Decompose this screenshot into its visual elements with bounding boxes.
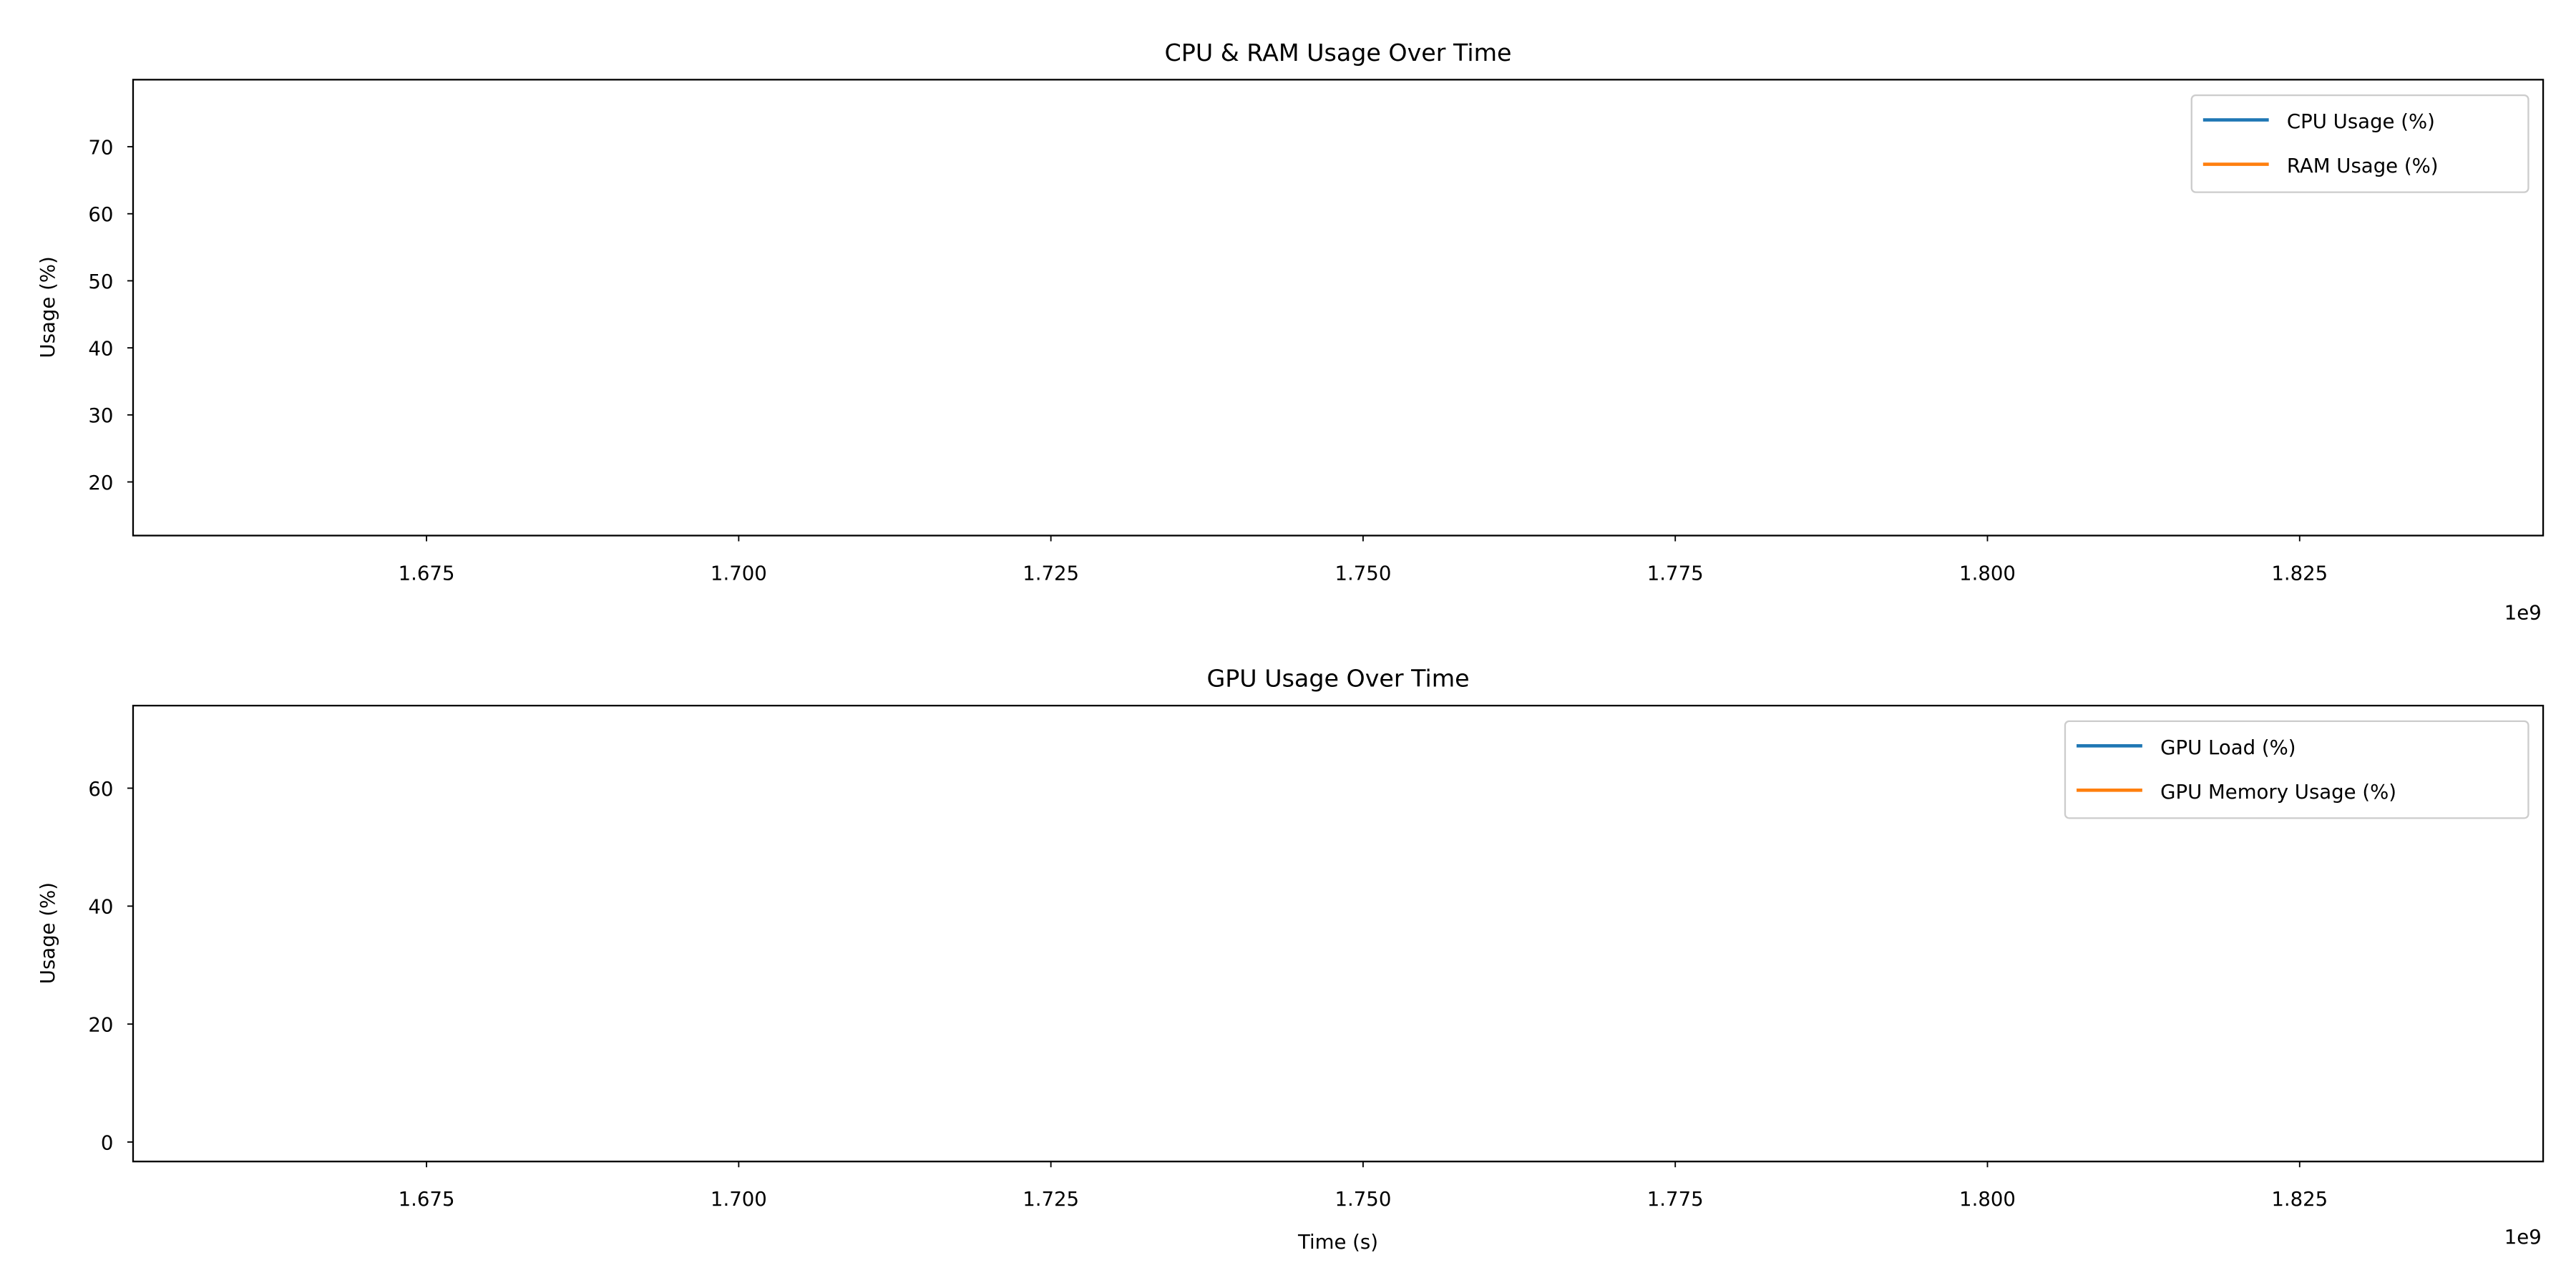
tick-layer: 1.675 1.700 1.725 1.750 1.775 1.800 1.825 20 30 4… — [88, 136, 2328, 585]
x-tick-label: 1.825 — [2271, 562, 2328, 585]
x-tick-label: 1.775 — [1647, 1188, 1704, 1211]
y-axis-label: Usage (%) — [36, 256, 59, 358]
legend-box — [2064, 720, 2529, 819]
x-axis-label: Time (s) — [1297, 1231, 1378, 1254]
x-tick-label: 1.800 — [1959, 1188, 2016, 1211]
y-tick-label: 40 — [88, 337, 113, 360]
x-axis-offset-label: 1e9 — [2504, 602, 2542, 625]
legend-label-gpu-load: GPU Load (%) — [2160, 736, 2296, 759]
y-tick-label: 20 — [88, 472, 113, 494]
y-tick-label: 60 — [88, 203, 113, 226]
x-tick-label: 1.825 — [2271, 1188, 2328, 1211]
subplot-title: CPU & RAM Usage Over Time — [1165, 39, 1512, 67]
x-axis-offset-label: 1e9 — [2504, 1226, 2542, 1249]
plot-frame — [132, 79, 2545, 537]
x-tick-label: 1.700 — [711, 1188, 767, 1211]
x-tick-label: 1.675 — [399, 1188, 455, 1211]
y-tick-label: 20 — [88, 1014, 113, 1037]
x-tick-label: 1.750 — [1335, 1188, 1391, 1211]
y-tick-label: 60 — [88, 778, 113, 801]
x-tick-label: 1.775 — [1647, 562, 1704, 585]
plot-frame — [132, 704, 2545, 1163]
y-tick-label: 0 — [101, 1131, 114, 1154]
x-tick-label: 1.700 — [711, 562, 767, 585]
y-axis-label: Usage (%) — [36, 882, 59, 984]
x-tick-label: 1.750 — [1335, 562, 1391, 585]
y-tick-label: 30 — [88, 404, 113, 427]
legend-label-ram: RAM Usage (%) — [2287, 155, 2439, 177]
legend: CPU Usage (%) RAM Usage (%) — [2190, 94, 2529, 193]
legend-label-cpu: CPU Usage (%) — [2287, 110, 2435, 133]
subplot-title: GPU Usage Over Time — [1206, 665, 1469, 693]
gpu-subplot: GPU Usage Over Time Usage (%) Time (s) 1… — [36, 665, 2545, 1254]
x-tick-label: 1.725 — [1023, 562, 1079, 585]
x-tick-label: 1.800 — [1959, 562, 2016, 585]
y-tick-label: 40 — [88, 896, 113, 919]
tick-layer: 1.675 1.700 1.725 1.750 1.775 1.800 1.825 0 20 40… — [88, 778, 2328, 1211]
y-tick-label: 70 — [88, 136, 113, 159]
cpu-ram-subplot: CPU & RAM Usage Over Time Usage (%) 1e9 … — [36, 39, 2545, 625]
legend-label-gpu-memory: GPU Memory Usage (%) — [2160, 781, 2396, 804]
x-tick-label: 1.725 — [1023, 1188, 1079, 1211]
x-tick-label: 1.675 — [399, 562, 455, 585]
legend-box — [2190, 94, 2529, 193]
y-tick-label: 50 — [88, 270, 113, 293]
legend: GPU Load (%) GPU Memory Usage (%) — [2064, 720, 2529, 819]
